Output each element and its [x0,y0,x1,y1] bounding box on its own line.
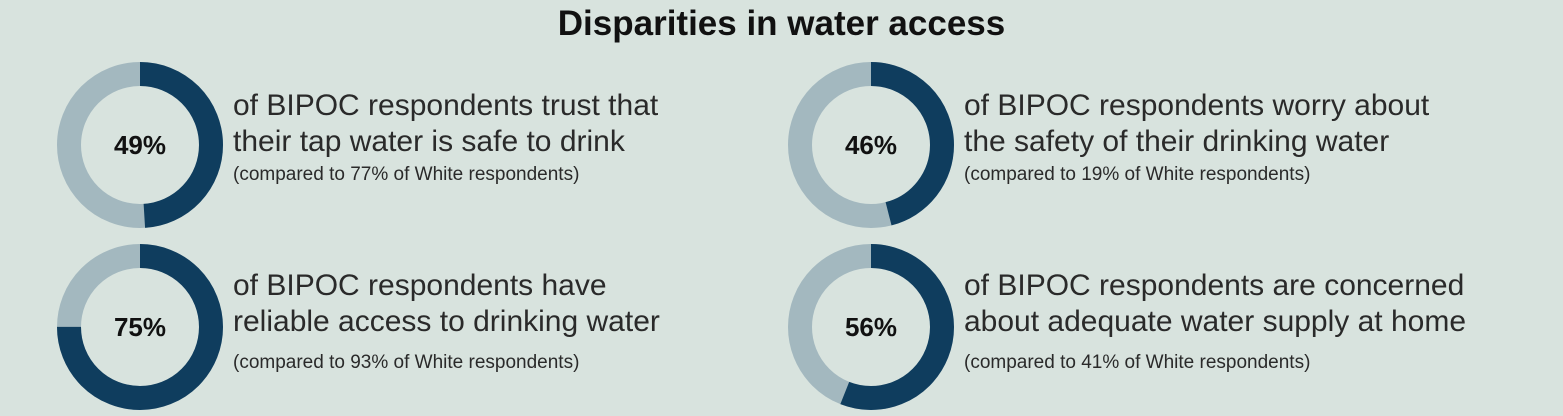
statement-line: of BIPOC respondents have [233,269,607,302]
donut-chart [57,62,223,228]
statement-line: the safety of their drinking water [964,125,1390,158]
statement-line: reliable access to drinking water [233,305,660,338]
donut-value-arc [788,244,954,410]
statement-line: of BIPOC respondents worry about [964,89,1430,122]
stat-card-access: 75% of BIPOC respondents have reliable a… [55,242,815,412]
stat-card-worry: 46% of BIPOC respondents worry about the… [786,60,1546,230]
comparison-note: (compared to 19% of White respondents) [964,164,1311,185]
stat-card-trust: 49% of BIPOC respondents trust that thei… [55,60,815,230]
donut-percent-label: 49% [113,130,167,160]
stat-text: of BIPOC respondents are concerned about… [964,268,1466,376]
stat-text: of BIPOC respondents trust that their ta… [233,88,658,188]
statement-line: of BIPOC respondents are concerned [964,269,1465,302]
donut-value-arc [57,62,223,228]
stat-card-supply: 56% of BIPOC respondents are concerned a… [786,242,1546,412]
donut-chart [788,244,954,410]
donut-value-arc [788,62,954,228]
donut-chart [788,62,954,228]
stat-text: of BIPOC respondents have reliable acces… [233,268,660,376]
stat-text: of BIPOC respondents worry about the saf… [964,88,1429,188]
donut-percent-label: 46% [844,130,898,160]
statement-line: their tap water is safe to drink [233,125,625,158]
donut-percent-label: 56% [844,312,898,342]
donut-percent-label: 75% [113,312,167,342]
comparison-note: (compared to 41% of White respondents) [964,352,1311,373]
comparison-note: (compared to 93% of White respondents) [233,352,580,373]
donut-chart [57,244,223,410]
statement-line: of BIPOC respondents trust that [233,89,659,122]
comparison-note: (compared to 77% of White respondents) [233,164,580,185]
page-title: Disparities in water access [557,4,1006,43]
donut-value-arc [57,244,223,410]
statement-line: about adequate water supply at home [964,305,1467,338]
